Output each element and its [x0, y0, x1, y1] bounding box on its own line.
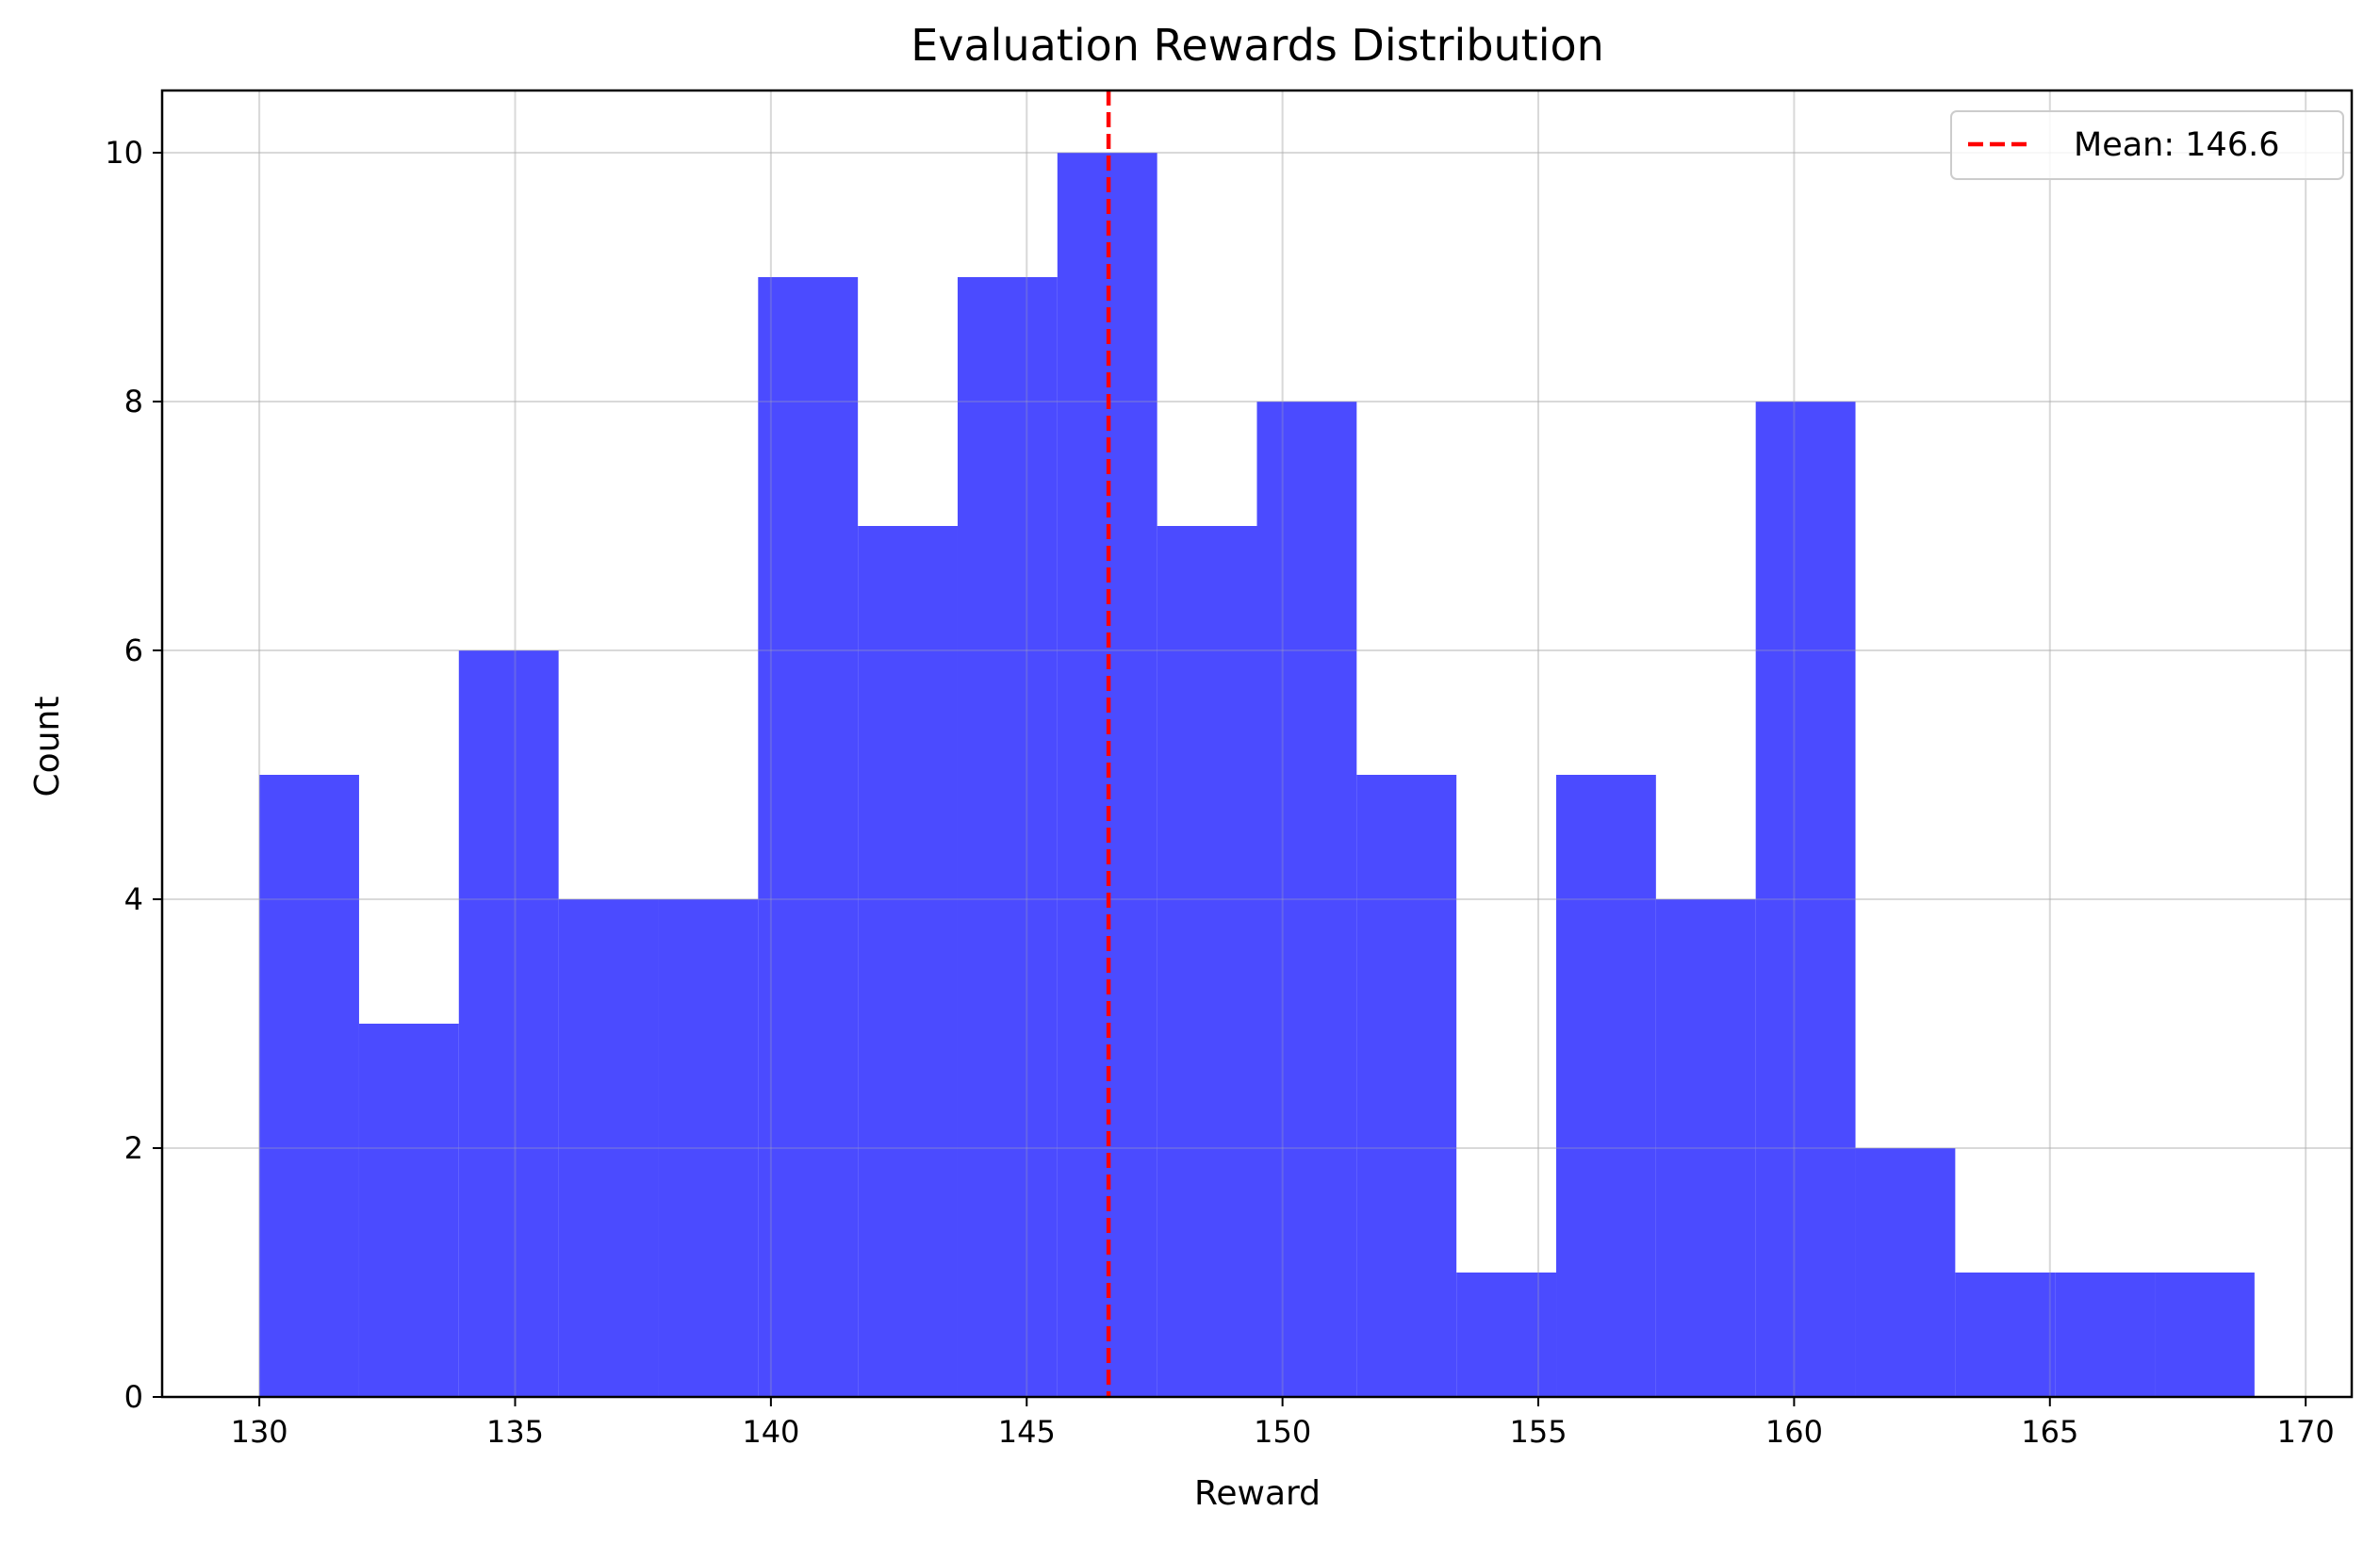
- histogram-bar: [1157, 526, 1257, 1397]
- x-tick-label: 135: [486, 1414, 544, 1450]
- histogram-bar: [259, 775, 359, 1397]
- histogram-bar: [758, 277, 859, 1397]
- x-tick-label: 140: [742, 1414, 799, 1450]
- histogram-bar: [1655, 899, 1756, 1397]
- histogram-bar: [1855, 1148, 1956, 1397]
- x-axis-ticks: 130 135 140 145 150 155 160 165 170: [231, 1397, 2335, 1450]
- x-axis-label: Reward: [1194, 1474, 1321, 1513]
- x-tick-label: 170: [2277, 1414, 2335, 1450]
- legend-mean-label: Mean: 146.6: [2074, 126, 2279, 164]
- x-tick-label: 155: [1509, 1414, 1567, 1450]
- legend: Mean: 146.6: [1950, 110, 2344, 180]
- histogram-bar: [2155, 1273, 2255, 1397]
- y-tick-label: 6: [124, 632, 143, 668]
- histogram-bar: [1556, 775, 1656, 1397]
- histogram-bar: [1456, 1273, 1557, 1397]
- y-axis-label: Count: [28, 697, 67, 797]
- y-tick-label: 2: [124, 1130, 143, 1166]
- y-tick-label: 8: [124, 384, 143, 419]
- histogram-bar: [458, 650, 559, 1397]
- x-tick-label: 150: [1254, 1414, 1311, 1450]
- histogram-bar: [358, 1024, 459, 1397]
- histogram-bar: [957, 277, 1058, 1397]
- axes-frame: [160, 89, 2354, 1399]
- histogram-bar: [558, 899, 659, 1397]
- plot-area: [160, 89, 2354, 1399]
- chart-title: Evaluation Rewards Distribution: [911, 20, 1604, 71]
- histogram-bar: [1955, 1273, 2056, 1397]
- y-axis-ticks: 0 2 4 6 8 10: [105, 135, 162, 1415]
- histogram-bars: [162, 90, 2352, 1398]
- histogram-bar: [658, 899, 759, 1397]
- x-tick-label: 145: [998, 1414, 1056, 1450]
- histogram-bar: [1356, 775, 1457, 1397]
- histogram-bar: [1755, 402, 1856, 1397]
- y-tick-label: 10: [105, 135, 143, 171]
- legend-box: [1950, 110, 2344, 180]
- histogram-bar: [1256, 402, 1357, 1397]
- x-tick-label: 165: [2021, 1414, 2078, 1450]
- x-tick-label: 160: [1765, 1414, 1823, 1450]
- x-tick-label: 130: [231, 1414, 288, 1450]
- y-tick-label: 0: [124, 1379, 143, 1415]
- histogram-bar: [2055, 1273, 2156, 1397]
- histogram-bar: [858, 526, 958, 1397]
- y-tick-label: 4: [124, 881, 143, 917]
